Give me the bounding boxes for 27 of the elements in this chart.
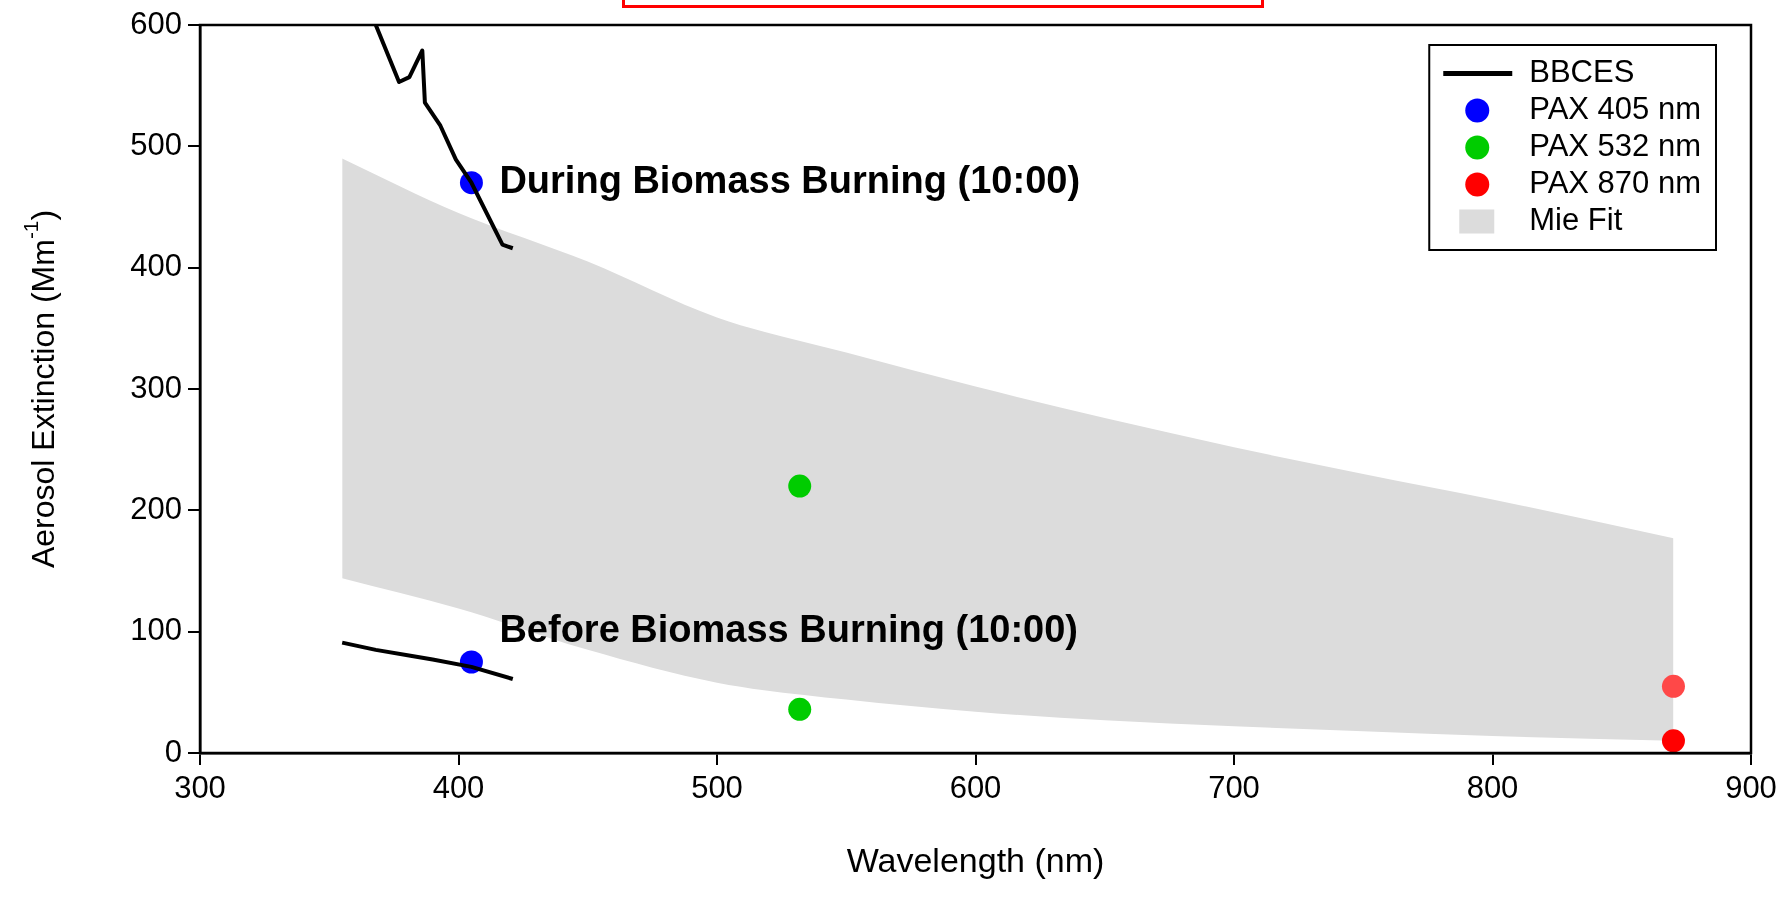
legend-label: BBCES	[1529, 54, 1635, 90]
y-tick-label: 100	[130, 612, 182, 648]
y-tick-label: 400	[130, 248, 182, 284]
x-tick-label: 600	[949, 770, 1002, 806]
x-tick-label: 300	[174, 770, 226, 806]
point	[788, 474, 812, 498]
x-tick-label: 900	[1725, 770, 1777, 806]
legend-label: PAX 532 nm	[1529, 128, 1702, 164]
y-axis-title: Aerosol Extinction (Mm-1)	[18, 209, 61, 569]
y-tick-label: 300	[130, 369, 182, 405]
point	[1661, 674, 1685, 698]
point	[1661, 729, 1685, 753]
y-tick-label: 500	[130, 126, 182, 162]
annotation: Before Biomass Burning (10:00)	[499, 608, 1078, 651]
x-tick-label: 400	[432, 770, 485, 806]
legend-label: PAX 405 nm	[1529, 91, 1702, 127]
legend-label: Mie Fit	[1529, 202, 1623, 238]
y-tick-label: 600	[130, 5, 182, 41]
x-tick-label: 700	[1208, 770, 1260, 806]
x-axis-title: Wavelength (nm)	[846, 841, 1105, 880]
x-tick-label: 500	[691, 770, 743, 806]
y-tick-label: 200	[130, 490, 182, 526]
annotation: During Biomass Burning (10:00)	[499, 159, 1081, 202]
y-tick-label: 0	[164, 733, 182, 769]
x-tick-label: 800	[1466, 770, 1519, 806]
point	[788, 697, 812, 721]
legend-label: PAX 870 nm	[1529, 165, 1702, 201]
